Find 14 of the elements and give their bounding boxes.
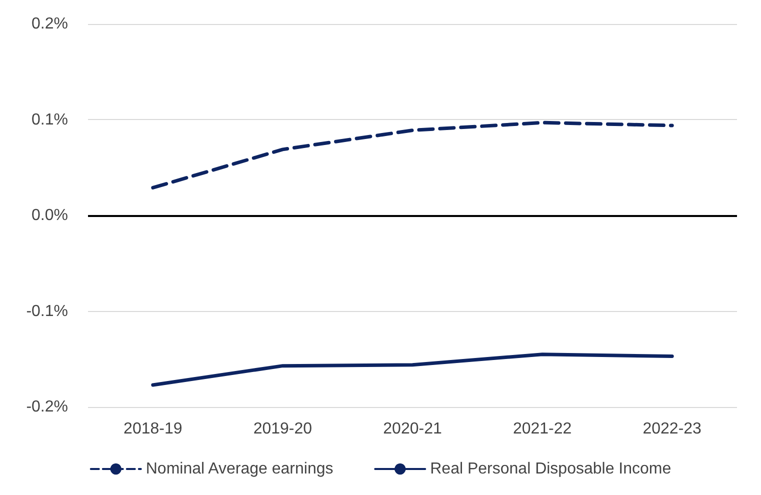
y-tick-label: 0.1%: [32, 111, 68, 128]
y-tick-label: 0.0%: [32, 207, 68, 224]
y-tick-label: -0.2%: [26, 398, 68, 416]
x-tick-label: 2020-21: [383, 420, 442, 438]
legend-label: Real Personal Disposable Income: [430, 460, 672, 478]
y-tick-label: -0.1%: [26, 302, 68, 320]
line-series: [151, 352, 674, 387]
legend-label: Nominal Average earnings: [146, 460, 334, 478]
x-tick-label: 2019-20: [253, 420, 312, 438]
x-tick-label: 2021-22: [512, 420, 572, 438]
x-tick-label: 2018-19: [124, 420, 182, 438]
line-series: [151, 120, 674, 190]
x-tick-label: 2022-23: [642, 420, 702, 438]
y-tick-label: 0.2%: [32, 16, 68, 32]
